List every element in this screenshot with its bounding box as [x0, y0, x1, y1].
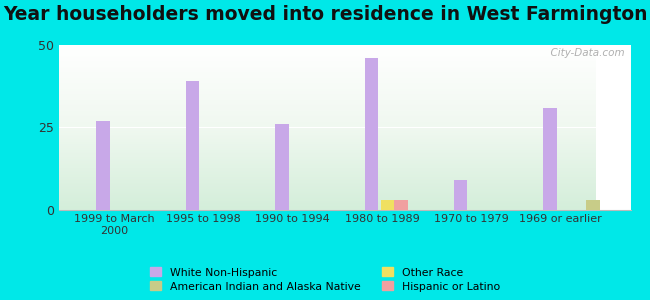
Bar	[365, 58, 378, 210]
Bar	[394, 200, 408, 210]
Bar	[543, 108, 557, 210]
Bar	[381, 200, 394, 210]
Bar	[586, 200, 600, 210]
Bar	[96, 121, 110, 210]
Text: Year householders moved into residence in West Farmington: Year householders moved into residence i…	[3, 4, 647, 23]
Bar	[186, 81, 200, 210]
Bar	[454, 180, 467, 210]
Text: City-Data.com: City-Data.com	[544, 48, 625, 58]
Legend: White Non-Hispanic, American Indian and Alaska Native, Other Race, Hispanic or L: White Non-Hispanic, American Indian and …	[150, 267, 500, 292]
Bar	[275, 124, 289, 210]
